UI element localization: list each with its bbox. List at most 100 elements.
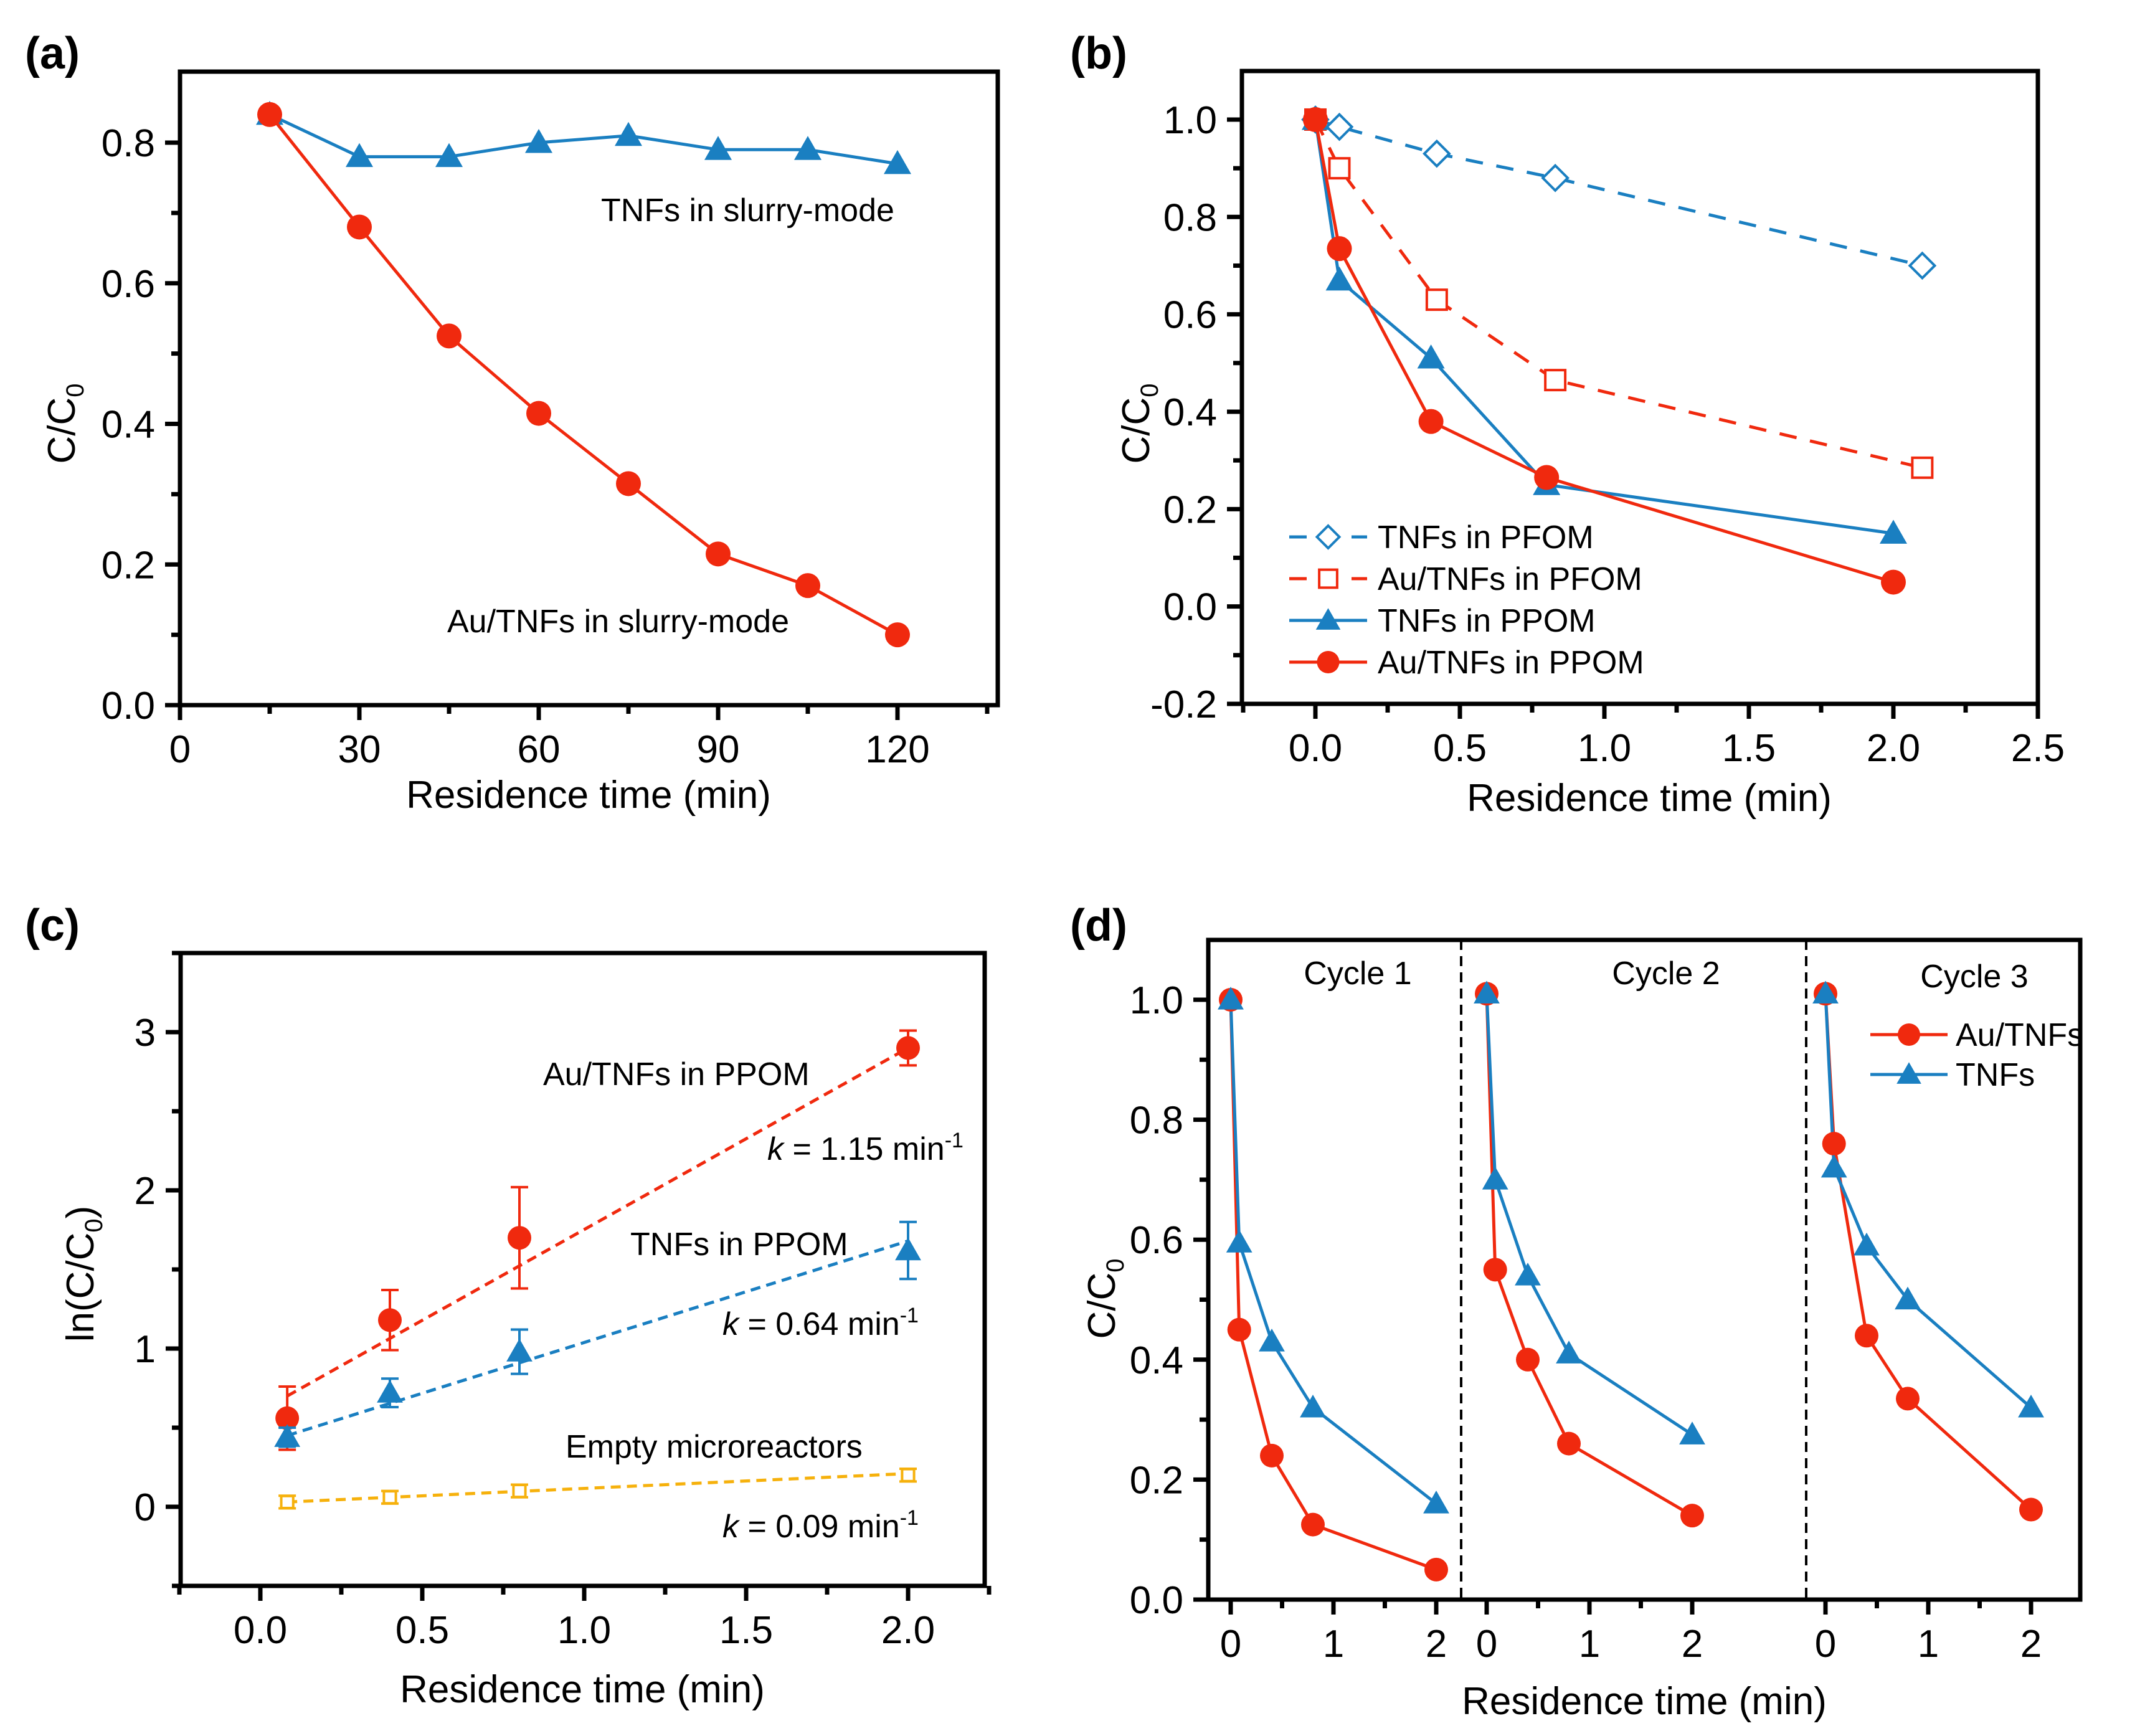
y-tick-label: 0.8: [102, 122, 155, 165]
data-point: [1482, 1167, 1508, 1190]
y-axis-label-a: C/C0: [40, 383, 89, 463]
data-point: [1534, 465, 1560, 490]
data-point: [1680, 1504, 1704, 1528]
legend-label: Au/TNFs in PPOM: [1378, 645, 1644, 681]
y-axis-label-d: C/C0: [1081, 1258, 1129, 1339]
x-tick-label: 1: [1323, 1623, 1344, 1666]
y-axis-label-b: C/C0: [1115, 383, 1163, 463]
data-point: [1325, 266, 1353, 291]
data-point: [1557, 1431, 1581, 1456]
x-tick-label: 90: [697, 728, 740, 771]
annotation-k-064: k = 0.64 min-1: [722, 1304, 919, 1342]
fit-line-tnfs-ppom: [286, 1239, 909, 1438]
data-point: [1418, 409, 1444, 434]
y-tick-label: 0.2: [102, 544, 155, 587]
series-line-tnfs: [268, 113, 898, 166]
data-point: [526, 401, 551, 426]
data-point: [1424, 1557, 1448, 1582]
x-tick-label: 0.5: [395, 1609, 449, 1652]
y-tick-label: -0.2: [1150, 683, 1217, 726]
annotation-empty-microreactors: Empty microreactors: [566, 1429, 863, 1465]
cycle-1-label: Cycle 1: [1304, 956, 1411, 992]
data-point: [1327, 236, 1352, 262]
panel-d-chart: 0.00.20.40.60.81.00 1 2 0 1 2 0 1 2: [1130, 937, 2083, 1666]
data-point: [1541, 163, 1570, 192]
panel-b-chart: -0.2 0.0 0.2 0.4 0.6 0.8 1.0 0.0 0.5 1.0 1.5 2.0 2.5: [1150, 69, 2065, 770]
legend-marker: [1318, 568, 1338, 589]
x-tick-label: 2: [1682, 1623, 1703, 1666]
data-point: [795, 573, 820, 599]
data-point: [616, 471, 641, 496]
x-tick-label: 1.0: [1578, 727, 1631, 770]
legend-marker: [1315, 524, 1342, 550]
x-tick-label: 30: [338, 728, 381, 771]
legend-marker: [1896, 1062, 1921, 1084]
series-line-tnfs-cycle-1: [1229, 999, 1437, 1505]
y-tick-label: 0.6: [102, 263, 155, 306]
data-point: [525, 129, 552, 153]
data-point: [1425, 288, 1448, 311]
data-point: [706, 541, 731, 567]
data-point: [1821, 1154, 1847, 1178]
y-tick-label: 0.2: [1130, 1459, 1183, 1502]
x-tick-label: 0.0: [1289, 727, 1342, 770]
data-point: [346, 143, 373, 168]
data-point: [1417, 344, 1445, 369]
annotation-tnfs-ppom: TNFs in PPOM: [630, 1226, 848, 1263]
data-point: [2018, 1394, 2044, 1418]
data-point: [1325, 112, 1354, 141]
plot-frame: [178, 69, 1000, 708]
y-tick-label: 0.4: [1163, 391, 1217, 434]
y-tick-label: 0.0: [102, 685, 155, 728]
data-point: [1301, 1512, 1325, 1537]
data-point: [1259, 1329, 1285, 1352]
data-point: [901, 1468, 916, 1482]
x-tick-label: 1.0: [557, 1609, 611, 1652]
x-tick-label: 0.0: [234, 1609, 287, 1652]
data-point: [382, 1490, 397, 1505]
data-point: [1226, 1230, 1252, 1253]
series-line-au-tnfs-pfom: [1314, 118, 1923, 470]
data-point: [885, 622, 910, 648]
legend-label: Au/TNFs in PFOM: [1378, 561, 1642, 597]
panel-a-chart: 0.0 0.2 0.4 0.6 0.8 0 30 60 90 120: [102, 69, 1000, 771]
data-point: [347, 214, 372, 240]
plot-frame: [1239, 69, 2040, 706]
x-axis-label-a: Residence time (min): [406, 774, 771, 817]
legend-marker: [1317, 651, 1340, 673]
data-point: [896, 1036, 920, 1060]
x-tick-label: 0: [1815, 1623, 1836, 1666]
panel-label-b: (b): [1070, 29, 1127, 78]
panel-label-c: (c): [25, 901, 80, 951]
legend-label: TNFs in PPOM: [1378, 603, 1596, 639]
data-point: [1483, 1258, 1507, 1282]
data-point: [1881, 569, 1906, 595]
x-tick-label: 2.5: [2011, 727, 2065, 770]
y-tick-label: 3: [135, 1012, 156, 1055]
data-point: [280, 1494, 295, 1509]
x-tick-label: 1.5: [1722, 727, 1776, 770]
data-point: [257, 102, 282, 127]
x-tick-label: 1.5: [719, 1609, 773, 1652]
data-point: [506, 1339, 533, 1362]
series-line-tnfs-cycle-3: [1824, 994, 2032, 1409]
data-point: [435, 143, 463, 168]
legend-label: TNFs in PFOM: [1378, 519, 1594, 556]
data-point: [1544, 369, 1567, 392]
data-point: [1854, 1232, 1880, 1256]
annotation-tnfs-slurry: TNFs in slurry-mode: [601, 192, 894, 229]
data-point: [1895, 1286, 1921, 1310]
annotation-au-tnfs-ppom: Au/TNFs in PPOM: [543, 1056, 810, 1093]
data-point: [2019, 1497, 2043, 1522]
x-tick-label: 0: [169, 728, 191, 771]
y-tick-label: 0.8: [1130, 1099, 1183, 1142]
data-point: [437, 323, 462, 349]
data-point: [1812, 980, 1839, 1004]
data-point: [1423, 139, 1451, 168]
data-point: [378, 1308, 402, 1332]
x-tick-label: 2.0: [881, 1609, 935, 1652]
y-tick-label: 1.0: [1130, 979, 1183, 1022]
annotation-au-tnfs-slurry: Au/TNFs in slurry-mode: [447, 604, 789, 640]
series-line-tnfs-ppom: [1314, 119, 1894, 535]
series-line-au-tnfs-cycle-1: [1229, 999, 1437, 1572]
